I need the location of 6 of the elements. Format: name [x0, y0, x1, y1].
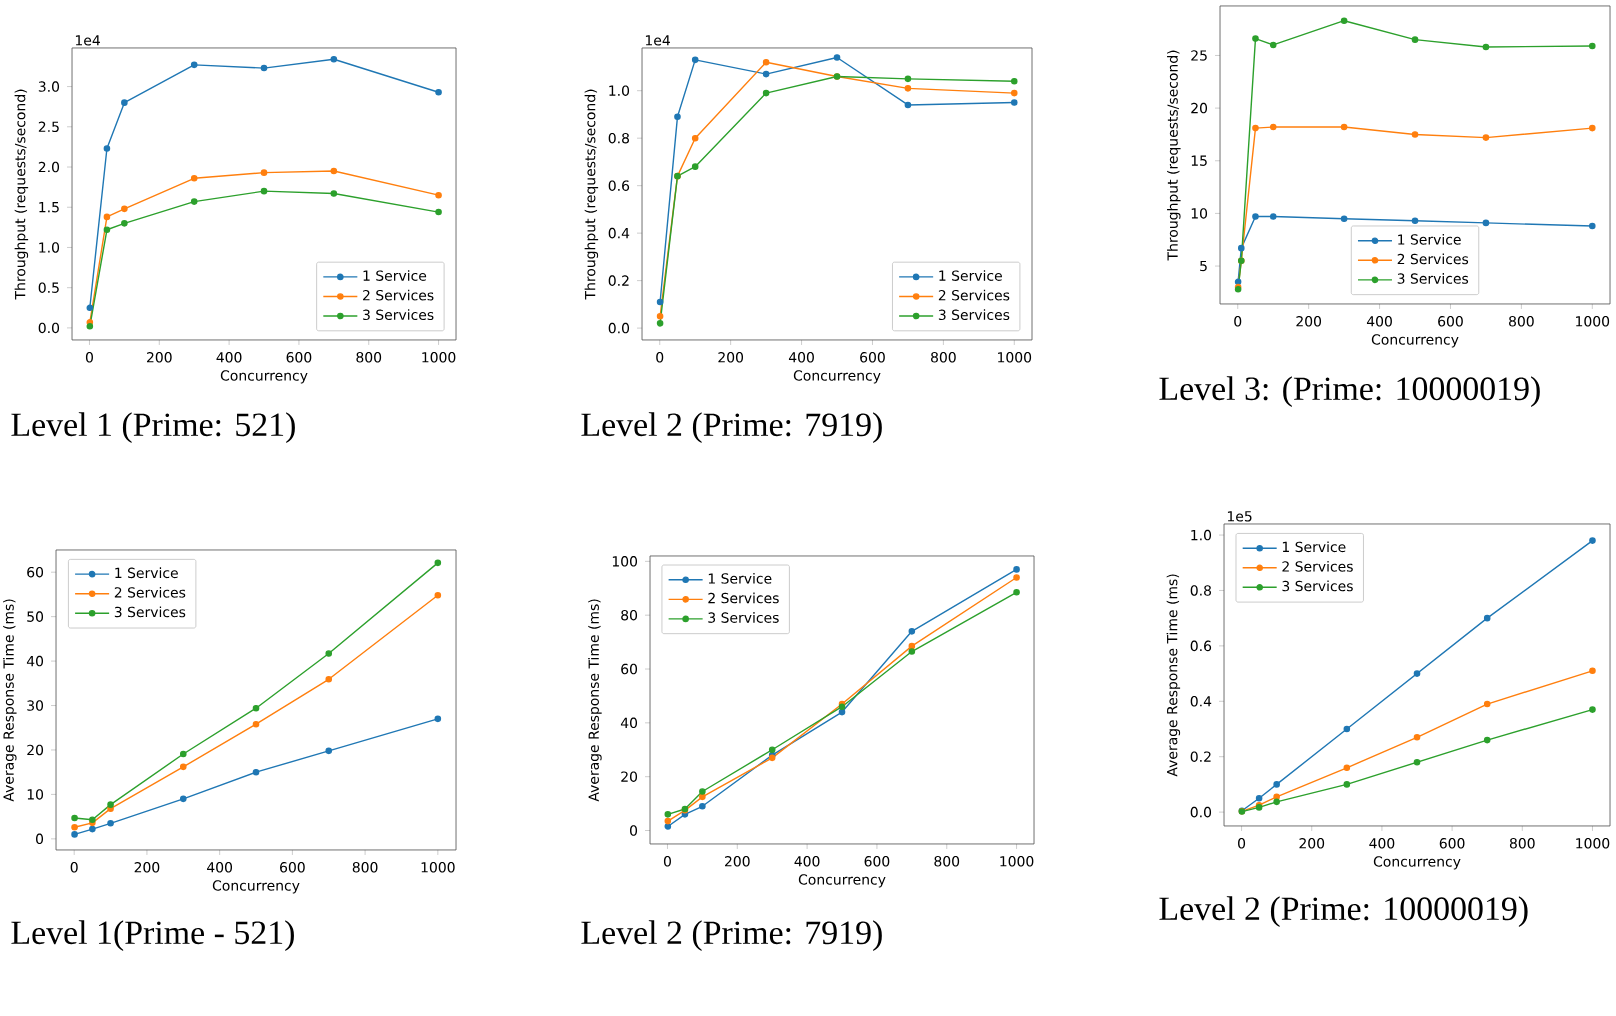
text: Level 3: (Prime: 10000019)	[1159, 376, 1540, 408]
text: Level 2 (Prime: 7919)	[581, 412, 882, 444]
text: Level 2 (Prime: 7919)	[581, 920, 882, 952]
text: Level 1(Prime - 521)	[11, 920, 294, 952]
text: Level 2 (Prime: 10000019)	[1159, 896, 1528, 928]
text: Level 1 (Prime: 521)	[11, 412, 295, 444]
